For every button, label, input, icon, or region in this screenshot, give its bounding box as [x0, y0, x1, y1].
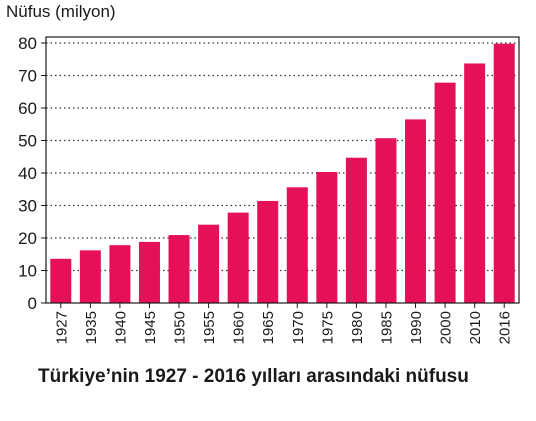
bar [434, 82, 456, 304]
bar [464, 63, 486, 303]
y-tick-label: 20 [18, 229, 37, 248]
x-tick-label: 1927 [53, 311, 70, 344]
x-tick-label: 1940 [112, 311, 129, 344]
bar [79, 250, 101, 303]
x-tick-label: 1975 [319, 311, 336, 344]
chart-caption: Türkiye’nin 1927 - 2016 yılları arasında… [38, 366, 469, 387]
x-tick-label: 1980 [349, 311, 366, 344]
x-tick-label: 1985 [378, 311, 395, 344]
y-tick-label: 30 [18, 197, 37, 216]
bar [257, 200, 279, 303]
y-tick-label: 60 [18, 99, 37, 118]
bar [109, 245, 131, 303]
x-tick-label: 1965 [260, 311, 277, 344]
x-tick-label: 1960 [231, 311, 248, 344]
y-tick-label: 40 [18, 164, 37, 183]
y-tick-label: 70 [18, 67, 37, 86]
bar [493, 43, 515, 304]
bar [198, 224, 220, 303]
x-tick-label: 2000 [438, 311, 455, 344]
bar [168, 235, 190, 303]
x-tick-label: 1945 [142, 311, 159, 344]
bar [405, 119, 427, 303]
bar [375, 138, 397, 303]
x-tick-label: 1935 [83, 311, 100, 344]
bar [50, 258, 72, 303]
bar [345, 157, 367, 303]
bar-chart: 0 10 20 30 40 50 60 70 80 1927 1935 1940 1945 1950 195… [18, 34, 520, 344]
bar [286, 187, 308, 303]
x-tick-label: 1950 [172, 311, 189, 344]
x-tick-label: 2010 [467, 311, 484, 344]
y-tick-label: 10 [18, 262, 37, 281]
x-tick-label: 1990 [408, 311, 425, 344]
y-axis-label: Nüfus (milyon) [6, 2, 116, 21]
bar [227, 212, 249, 303]
y-tick-label: 0 [28, 294, 37, 313]
bar [138, 241, 160, 303]
x-tick-label: 1955 [201, 311, 218, 344]
y-tick-label: 80 [18, 34, 37, 53]
x-tick-label: 1970 [290, 311, 307, 344]
bar [316, 172, 338, 303]
x-tick-label: 2016 [497, 311, 514, 344]
plot-frame [45, 36, 520, 304]
y-tick-label: 50 [18, 132, 37, 151]
